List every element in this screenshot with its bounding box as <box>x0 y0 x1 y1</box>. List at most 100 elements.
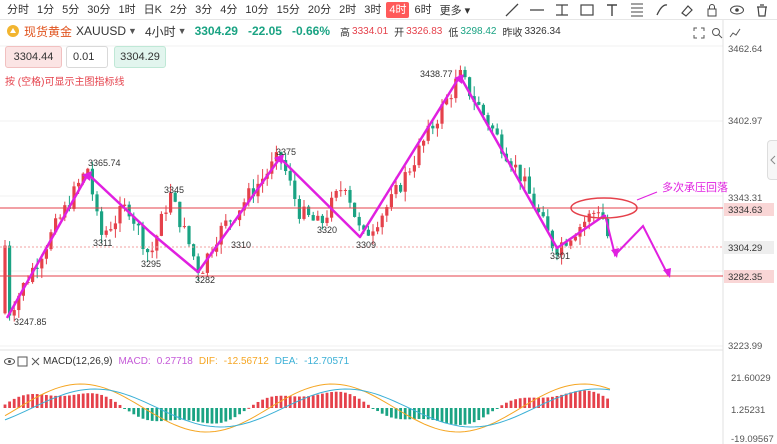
swing-label-11: 3301 <box>550 251 570 261</box>
candle-body-25 <box>118 205 122 224</box>
candle-body-44 <box>205 253 209 273</box>
macd-bar-44 <box>206 408 209 424</box>
timeframe-8[interactable]: 4分 <box>220 4 238 16</box>
zoom-icon[interactable] <box>710 26 724 40</box>
indicator-settings-icon[interactable] <box>728 26 742 40</box>
candle-body-24 <box>113 223 117 230</box>
period-dropdown-icon[interactable]: ▼ <box>177 26 187 36</box>
macd-bar-85 <box>394 408 398 419</box>
macd-bar-100 <box>463 408 467 425</box>
candle-body-59 <box>274 152 278 162</box>
macd-bar-94 <box>436 408 439 421</box>
macd-bar-58 <box>270 396 274 408</box>
macd-bar-111 <box>514 399 517 408</box>
close-icon[interactable] <box>30 356 41 367</box>
candle-body-93 <box>431 125 435 129</box>
candle-body-111 <box>514 164 518 168</box>
timeframe-14[interactable]: 4时 <box>386 2 410 18</box>
timeframe-6[interactable]: 2分 <box>169 4 188 16</box>
more-timeframes-button[interactable]: 更多 ▾ <box>439 5 471 17</box>
candle-body-79 <box>366 229 370 236</box>
macd-bar-2 <box>12 398 16 408</box>
brush-icon[interactable] <box>653 1 671 19</box>
candle-body-35 <box>164 212 168 214</box>
macd-bar-13 <box>63 395 67 408</box>
timeframe-10[interactable]: 15分 <box>276 4 300 16</box>
candle-body-32 <box>150 250 154 253</box>
price-range-icon[interactable] <box>553 1 571 19</box>
macd-bar-129 <box>597 393 600 408</box>
timeframe-1[interactable]: 1分 <box>37 4 55 16</box>
macd-bar-101 <box>468 408 471 424</box>
macd-bar-119 <box>551 396 554 408</box>
candle-body-103 <box>477 101 481 105</box>
timeframe-12[interactable]: 2时 <box>339 4 357 16</box>
horizontal-line-icon[interactable] <box>528 1 546 19</box>
macd-value: 0.27718 <box>156 355 193 367</box>
drawing-tools <box>496 0 771 20</box>
sell-price-button[interactable]: 3304.44 <box>5 46 62 68</box>
timeframe-13[interactable]: 3时 <box>364 4 382 16</box>
settings-icon[interactable] <box>17 356 28 367</box>
timeframe-3[interactable]: 30分 <box>87 4 111 16</box>
timeframe-4[interactable]: 1时 <box>118 4 136 16</box>
timeframe-9[interactable]: 10分 <box>245 4 269 16</box>
rectangle-icon[interactable] <box>578 1 596 19</box>
macd-bar-46 <box>215 408 218 424</box>
candle-body-17 <box>81 173 85 183</box>
macd-bar-71 <box>330 392 333 408</box>
candle-body-13 <box>63 205 67 218</box>
macd-bar-116 <box>537 397 540 408</box>
symbol-dropdown-icon[interactable]: ▼ <box>128 26 137 36</box>
candle-body-105 <box>486 115 490 126</box>
resistance-ellipse[interactable] <box>570 197 638 219</box>
timeframe-15[interactable]: 6时 <box>414 4 432 16</box>
support-price-tag-tag <box>724 270 774 283</box>
candle-body-26 <box>123 204 127 206</box>
candle-body-2 <box>12 310 16 316</box>
timeframe-0[interactable]: 分时 <box>7 4 29 16</box>
trash-icon[interactable] <box>753 1 771 19</box>
lock-icon[interactable] <box>703 1 721 19</box>
symbol-name[interactable]: 现货黄金 <box>24 24 73 39</box>
text-icon[interactable] <box>603 1 621 19</box>
open-label: 开 <box>394 27 405 39</box>
eye-icon[interactable] <box>728 1 746 19</box>
forecast-path-drawing[interactable] <box>604 214 669 276</box>
eraser-icon[interactable] <box>678 1 696 19</box>
timeframe-5[interactable]: 日K <box>143 4 162 16</box>
candle-body-120 <box>555 248 559 256</box>
candle-body-62 <box>288 171 292 181</box>
macd-bar-18 <box>86 393 90 408</box>
timeframe-7[interactable]: 3分 <box>195 4 213 16</box>
quantity-input[interactable]: 0.01 <box>66 46 108 68</box>
current-price-tag: 3304.29 <box>728 243 762 254</box>
fit-chart-icon[interactable] <box>692 26 706 40</box>
timeframe-2[interactable]: 5分 <box>62 4 80 16</box>
resistance-price-tag: 3334.63 <box>728 205 762 216</box>
macd-bar-23 <box>109 399 113 408</box>
macd-bar-52 <box>242 408 246 412</box>
buy-price-button[interactable]: 3304.29 <box>114 46 166 68</box>
fibonacci-icon[interactable] <box>628 1 646 19</box>
symbol-code[interactable]: XAUUSD <box>76 24 127 38</box>
timeframe-11[interactable]: 20分 <box>307 4 332 16</box>
candle-body-19 <box>90 168 94 195</box>
expand-panel-icon[interactable] <box>767 140 777 180</box>
eye-icon[interactable] <box>4 356 15 367</box>
forecast-arrowhead-2 <box>663 268 671 278</box>
candle-body-40 <box>187 226 191 245</box>
macd-bar-110 <box>509 400 513 408</box>
candle-body-108 <box>500 134 504 154</box>
price-level-lines <box>0 207 723 277</box>
macd-bar-34 <box>160 408 163 422</box>
trend-line-icon[interactable] <box>503 1 521 19</box>
macd-bar-122 <box>564 393 568 408</box>
dea-line <box>4 388 611 428</box>
candle-body-126 <box>583 221 587 227</box>
period-selector[interactable]: 4小时 <box>144 24 176 39</box>
candle-body-90 <box>417 145 421 166</box>
candle-body-27 <box>127 204 131 217</box>
macd-bar-120 <box>555 395 559 408</box>
